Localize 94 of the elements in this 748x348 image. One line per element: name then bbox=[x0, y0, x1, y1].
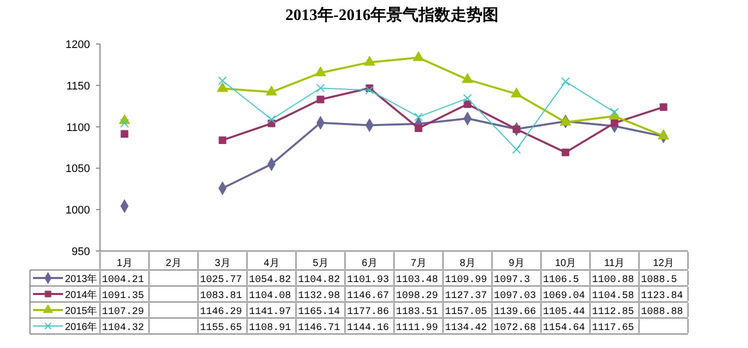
legend-label: 2016年 bbox=[65, 321, 98, 333]
data-label: 1108.91 bbox=[249, 323, 292, 334]
y-tick-label: 950 bbox=[72, 246, 90, 258]
point bbox=[314, 66, 326, 76]
data-label: 1097.3 bbox=[494, 275, 530, 286]
data-label: 1146.67 bbox=[347, 291, 390, 302]
y-tick-label: 1000 bbox=[66, 204, 90, 217]
point bbox=[510, 88, 522, 98]
data-label: 1088.88 bbox=[641, 307, 684, 318]
x-tick-label: 6月 bbox=[362, 258, 378, 269]
data-label: 1069.04 bbox=[543, 291, 586, 302]
data-label: 1155.65 bbox=[200, 323, 242, 334]
point bbox=[512, 145, 521, 154]
data-label: 1101.93 bbox=[347, 275, 390, 286]
data-label: 1139.66 bbox=[494, 307, 536, 318]
data-label: 1112.85 bbox=[592, 307, 634, 318]
data-label: 1104.08 bbox=[249, 291, 292, 302]
x-tick-label: 5月 bbox=[312, 258, 328, 269]
y-tick-label: 1050 bbox=[66, 163, 90, 176]
data-label: 1004.21 bbox=[102, 275, 144, 286]
data-label: 1127.37 bbox=[445, 291, 488, 302]
y-tick-label: 1150 bbox=[66, 80, 90, 92]
data-label: 1088.5 bbox=[641, 275, 678, 286]
data-label: 1083.81 bbox=[200, 291, 242, 302]
point bbox=[365, 86, 374, 95]
point bbox=[364, 56, 376, 66]
data-label: 1103.48 bbox=[396, 275, 438, 286]
data-label: 1100.88 bbox=[592, 275, 634, 286]
data-label: 1054.82 bbox=[249, 275, 292, 286]
data-label: 1104.58 bbox=[592, 291, 634, 302]
data-label: 1154.64 bbox=[543, 323, 586, 334]
legend-label: 2014年 bbox=[65, 289, 98, 301]
data-label: 1072.68 bbox=[494, 323, 536, 334]
point bbox=[512, 125, 520, 134]
point bbox=[218, 76, 227, 86]
point bbox=[414, 124, 422, 132]
data-label: 1177.86 bbox=[347, 307, 390, 318]
data-label: 1157.05 bbox=[445, 307, 488, 318]
point bbox=[120, 130, 128, 138]
point bbox=[267, 115, 276, 124]
data-label: 1132.98 bbox=[298, 291, 340, 302]
data-label: 1183.51 bbox=[396, 307, 438, 318]
chart-title: 2013年-2016年景气指数走势图 bbox=[285, 6, 499, 24]
data-label: 1165.14 bbox=[298, 307, 340, 318]
x-tick-label: 2月 bbox=[166, 258, 182, 269]
point bbox=[266, 86, 278, 96]
data-label: 1098.29 bbox=[396, 291, 438, 302]
point bbox=[610, 108, 619, 117]
data-label: 1105.44 bbox=[543, 307, 586, 318]
data-label: 1134.42 bbox=[445, 323, 488, 334]
x-tick-label: 10月 bbox=[554, 258, 576, 269]
point bbox=[658, 130, 670, 140]
data-label: 1111.99 bbox=[396, 323, 438, 334]
point bbox=[660, 103, 668, 111]
data-label: 1146.71 bbox=[298, 323, 340, 334]
point bbox=[218, 136, 226, 144]
point bbox=[412, 51, 424, 62]
data-label: 1104.82 bbox=[298, 275, 340, 286]
point bbox=[610, 119, 618, 127]
x-tick-label: 8月 bbox=[460, 258, 476, 269]
legend-label: 2013年 bbox=[65, 273, 98, 285]
point bbox=[562, 148, 570, 156]
data-label: 1123.84 bbox=[641, 291, 684, 302]
data-label: 1104.32 bbox=[102, 323, 144, 334]
data-label: 1106.5 bbox=[543, 275, 580, 286]
data-label: 1097.03 bbox=[494, 291, 536, 302]
point bbox=[463, 94, 472, 103]
x-tick-label: 9月 bbox=[508, 258, 524, 269]
data-label: 1025.77 bbox=[200, 275, 242, 286]
y-tick-label: 1200 bbox=[66, 39, 90, 51]
legend-label: 2015年 bbox=[65, 305, 98, 317]
point bbox=[120, 118, 129, 128]
data-label: 1109.99 bbox=[445, 275, 488, 286]
x-tick-label: 1月 bbox=[116, 258, 132, 269]
data-label: 1117.65 bbox=[592, 323, 634, 334]
x-tick-label: 12月 bbox=[652, 258, 674, 269]
y-tick-label: 1100 bbox=[66, 122, 90, 134]
point bbox=[316, 96, 324, 104]
point bbox=[216, 82, 228, 92]
data-label: 1141.97 bbox=[249, 307, 292, 318]
point bbox=[414, 112, 423, 122]
point bbox=[316, 84, 325, 92]
data-label: 1091.35 bbox=[102, 291, 144, 302]
point bbox=[560, 116, 572, 126]
data-label: 1107.29 bbox=[102, 307, 144, 318]
x-tick-label: 3月 bbox=[214, 258, 230, 269]
data-label: 1144.16 bbox=[347, 323, 390, 334]
data-label: 1146.29 bbox=[200, 307, 242, 318]
x-tick-label: 11月 bbox=[604, 258, 625, 269]
point bbox=[462, 73, 474, 83]
x-tick-label: 7月 bbox=[410, 258, 426, 269]
point bbox=[464, 100, 472, 108]
x-tick-label: 4月 bbox=[264, 258, 280, 269]
point bbox=[561, 77, 570, 86]
